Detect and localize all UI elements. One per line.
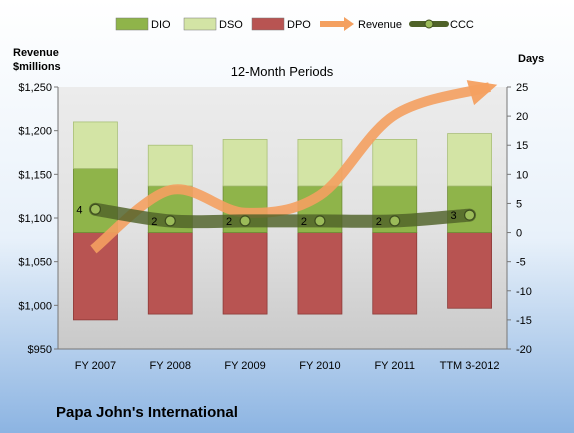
bar-dio: [73, 168, 118, 233]
y-right-tick-label: 15: [516, 140, 528, 152]
ccc-data-label: 3: [451, 210, 457, 222]
legend-label: CCC: [450, 19, 474, 31]
bar-dpo: [147, 232, 193, 315]
legend-swatch-revenue-arrowhead: [344, 17, 354, 31]
bar-dso: [372, 138, 418, 187]
y-right-tick-label: -20: [516, 344, 532, 356]
revenue-line: [90, 82, 491, 254]
chart-title: 12-Month Periods: [231, 64, 334, 79]
y-right-tick-label: -15: [516, 315, 532, 327]
y-right-tick-label: 20: [516, 111, 528, 123]
ccc-data-label: 2: [226, 216, 232, 228]
y-left-tick-label: $1,000: [18, 300, 52, 312]
y-right-tick-label: 0: [516, 228, 522, 240]
y-right-axis-label: Days: [518, 53, 544, 65]
ccc-point: [89, 203, 102, 215]
y-right-tick-label: -10: [516, 286, 532, 298]
y-left-axis-label-line-1: Revenue: [13, 47, 59, 59]
y-left-tick-label: $1,200: [18, 126, 52, 138]
revenue-arrowhead: [466, 80, 498, 106]
legend-swatch-dpo: [251, 17, 285, 31]
y-right-tick-label: 25: [516, 82, 528, 94]
axes: $1,250 $1,200 $1,150 $1,100 $1,050 $1,000 $950…: [18, 82, 532, 356]
y-left-tick-label: $1,250: [18, 82, 52, 94]
y-left-tick-label: $1,050: [18, 257, 52, 269]
bar-dpo: [447, 232, 492, 309]
ccc-line: [88, 202, 477, 229]
bar-dso: [73, 121, 118, 169]
bar-dso: [147, 144, 193, 187]
x-tick-label: TTM 3-2012: [440, 360, 500, 372]
bar-dpo: [297, 232, 343, 315]
x-axis-labels: FY 2007 FY 2008 FY 2009 FY 2010 FY 2011 TTM 3…: [75, 360, 500, 372]
ccc-data-label: 2: [376, 216, 382, 228]
bar-dso: [222, 138, 268, 187]
y-right-tick-label: -5: [516, 257, 526, 269]
legend-label: DPO: [287, 19, 311, 31]
ccc-data-label: 4: [76, 204, 82, 216]
x-tick-label: FY 2010: [299, 360, 340, 372]
ccc-point: [239, 215, 251, 227]
legend-swatch-ccc-marker: [424, 19, 434, 29]
ccc-point: [389, 215, 401, 227]
y-left-tick-label: $1,150: [18, 169, 52, 181]
bar-dso: [447, 133, 492, 187]
legend-label: Revenue: [358, 19, 402, 31]
y-right-tick-label: 10: [516, 169, 528, 181]
company-title: Papa John's International: [56, 404, 238, 421]
ccc-data-label: 2: [301, 216, 307, 228]
x-tick-label: FY 2008: [150, 360, 191, 372]
bars: [73, 121, 492, 321]
ccc-series: 4 2 2 2 2 3: [76, 202, 477, 229]
bar-dpo: [222, 232, 268, 315]
legend: DIO DSO DPO Revenue CCC: [115, 17, 474, 31]
ccc-point: [463, 209, 476, 221]
x-tick-label: FY 2009: [224, 360, 265, 372]
ccc-data-label: 2: [151, 216, 157, 228]
x-tick-label: FY 2007: [75, 360, 116, 372]
y-right-tick-label: 5: [516, 198, 522, 210]
bar-dpo: [372, 232, 418, 315]
y-left-tick-label: $1,100: [18, 213, 52, 225]
legend-swatch-dio: [115, 17, 149, 31]
x-tick-label: FY 2011: [374, 360, 415, 372]
legend-swatch-dso: [183, 17, 217, 31]
ccc-point: [314, 215, 326, 227]
legend-label: DIO: [151, 19, 171, 31]
legend-label: DSO: [219, 19, 243, 31]
y-left-tick-label: $950: [28, 344, 52, 356]
ccc-point: [164, 215, 176, 227]
revenue-series: [90, 80, 498, 254]
y-left-axis-label-line-2: $millions: [13, 61, 61, 73]
